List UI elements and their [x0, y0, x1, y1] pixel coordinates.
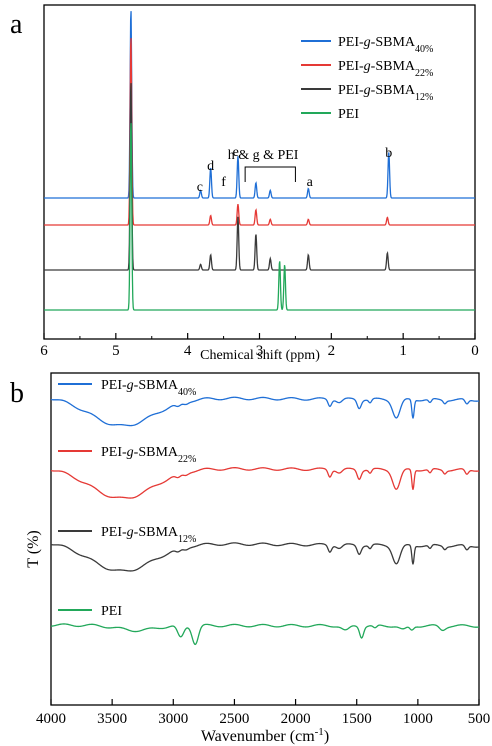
- b-legend-sub-0: 40%: [178, 387, 196, 398]
- ftir-trace-2: [50, 542, 480, 572]
- ftir-trace-3: [50, 623, 480, 646]
- a-tick-label-0: 6: [40, 343, 48, 359]
- b-legend-label-2: PEI-g-SBMA12%: [101, 525, 196, 545]
- a-legend-part-1-2: -SBMA: [371, 59, 416, 74]
- a-legend-sub-2: 12%: [415, 92, 433, 103]
- a-legend-label-2: PEI-g-SBMA12%: [338, 83, 433, 103]
- panel-b-legend: PEI-g-SBMA40%PEI-g-SBMA22%PEI-g-SBMA12%P…: [58, 378, 196, 619]
- a-tick-label-2: 4: [184, 343, 192, 359]
- panel-b-letter: b: [10, 378, 24, 409]
- b-legend-part-3-0: PEI: [101, 604, 122, 619]
- b-tick-label-5: 1500: [342, 711, 372, 727]
- panel-b: b 4000 3500 3000 2500 2000 1500 1000 500 PEI-g-…: [10, 372, 490, 745]
- panel-b-traces: [50, 396, 480, 646]
- a-legend-label-0: PEI-g-SBMA40%: [338, 35, 433, 55]
- peak-label-4: h & g & PEI: [228, 148, 299, 163]
- b-legend-part-1-2: -SBMA: [134, 445, 179, 460]
- b-legend-label-3: PEI: [101, 604, 122, 619]
- a-tick-label-1: 5: [112, 343, 120, 359]
- a-tick-label-5: 1: [399, 343, 407, 359]
- panel-a-letter: a: [10, 9, 23, 40]
- a-legend-part-1-0: PEI-: [338, 59, 364, 74]
- a-legend-label-1: PEI-g-SBMA22%: [338, 59, 433, 79]
- panel-a-x-axis-title: Chemical shift (ppm): [200, 348, 320, 363]
- b-legend-part-2-2: -SBMA: [134, 525, 179, 540]
- nmr-trace-1: [44, 38, 475, 226]
- peak-label-6: b: [385, 146, 392, 161]
- peak-bracket: [244, 166, 296, 182]
- a-legend-part-2-2: -SBMA: [371, 83, 416, 98]
- a-tick-label-3: 3: [256, 343, 264, 359]
- peak-label-1: d: [207, 159, 214, 174]
- b-legend-part-2-0: PEI-: [101, 525, 127, 540]
- panel-a-legend: PEI-g-SBMA40%PEI-g-SBMA22%PEI-g-SBMA12%P…: [301, 35, 433, 122]
- a-legend-part-1-1: g: [364, 59, 371, 74]
- nmr-trace-0: [44, 11, 475, 199]
- a-legend-part-2-0: PEI-: [338, 83, 364, 98]
- panel-b-x-axis: 4000 3500 3000 2500 2000 1500 1000 500: [36, 699, 490, 727]
- panel-a-traces: [44, 11, 475, 311]
- panel-a-x-axis: 6 5 4 3 2 1 0: [40, 333, 479, 359]
- b-legend-part-0-1: g: [127, 378, 134, 393]
- b-tick-label-6: 1000: [403, 711, 433, 727]
- b-legend-part-0-0: PEI-: [101, 378, 127, 393]
- nmr-trace-2: [44, 83, 475, 271]
- b-tick-label-1: 3500: [97, 711, 127, 727]
- b-tick-label-3: 2500: [219, 711, 249, 727]
- peak-label-2: f: [221, 175, 226, 190]
- a-legend-sub-1: 22%: [415, 68, 433, 79]
- ftir-trace-0: [50, 396, 480, 427]
- b-legend-sub-1: 22%: [178, 454, 196, 465]
- a-legend-part-2-1: g: [364, 83, 371, 98]
- b-legend-part-1-0: PEI-: [101, 445, 127, 460]
- ftir-trace-1: [50, 467, 480, 499]
- panel-b-x-axis-title-sup: -1: [315, 726, 324, 738]
- a-legend-label-3: PEI: [338, 107, 359, 122]
- panel-b-x-axis-title: Wavenumber (cm-1): [201, 726, 329, 745]
- a-legend-part-0-2: -SBMA: [371, 35, 416, 50]
- a-legend-part-0-1: g: [364, 35, 371, 50]
- nmr-trace-3: [44, 123, 475, 311]
- b-tick-label-4: 2000: [281, 711, 311, 727]
- b-legend-sub-2: 12%: [178, 534, 196, 545]
- a-legend-part-0-0: PEI-: [338, 35, 364, 50]
- panel-b-y-axis-title: T (%): [25, 530, 42, 567]
- peak-label-5: a: [307, 175, 314, 190]
- panel-a-frame: [43, 4, 476, 340]
- a-legend-part-3-0: PEI: [338, 107, 359, 122]
- b-tick-label-2: 3000: [158, 711, 188, 727]
- b-legend-label-0: PEI-g-SBMA40%: [101, 378, 196, 398]
- b-legend-part-0-2: -SBMA: [134, 378, 179, 393]
- a-tick-label-6: 0: [471, 343, 479, 359]
- panel-b-x-axis-title-end: ): [324, 728, 329, 745]
- a-legend-sub-0: 40%: [415, 44, 433, 55]
- panel-b-frame: [50, 372, 480, 706]
- panel-b-x-axis-title-main: Wavenumber (cm: [201, 728, 315, 745]
- b-tick-label-7: 500: [468, 711, 491, 727]
- b-legend-part-1-1: g: [127, 445, 134, 460]
- peak-label-3: e: [233, 145, 239, 160]
- a-tick-label-4: 2: [328, 343, 336, 359]
- b-legend-part-2-1: g: [127, 525, 134, 540]
- peak-label-0: c: [197, 180, 203, 195]
- b-tick-label-0: 4000: [36, 711, 66, 727]
- b-legend-label-1: PEI-g-SBMA22%: [101, 445, 196, 465]
